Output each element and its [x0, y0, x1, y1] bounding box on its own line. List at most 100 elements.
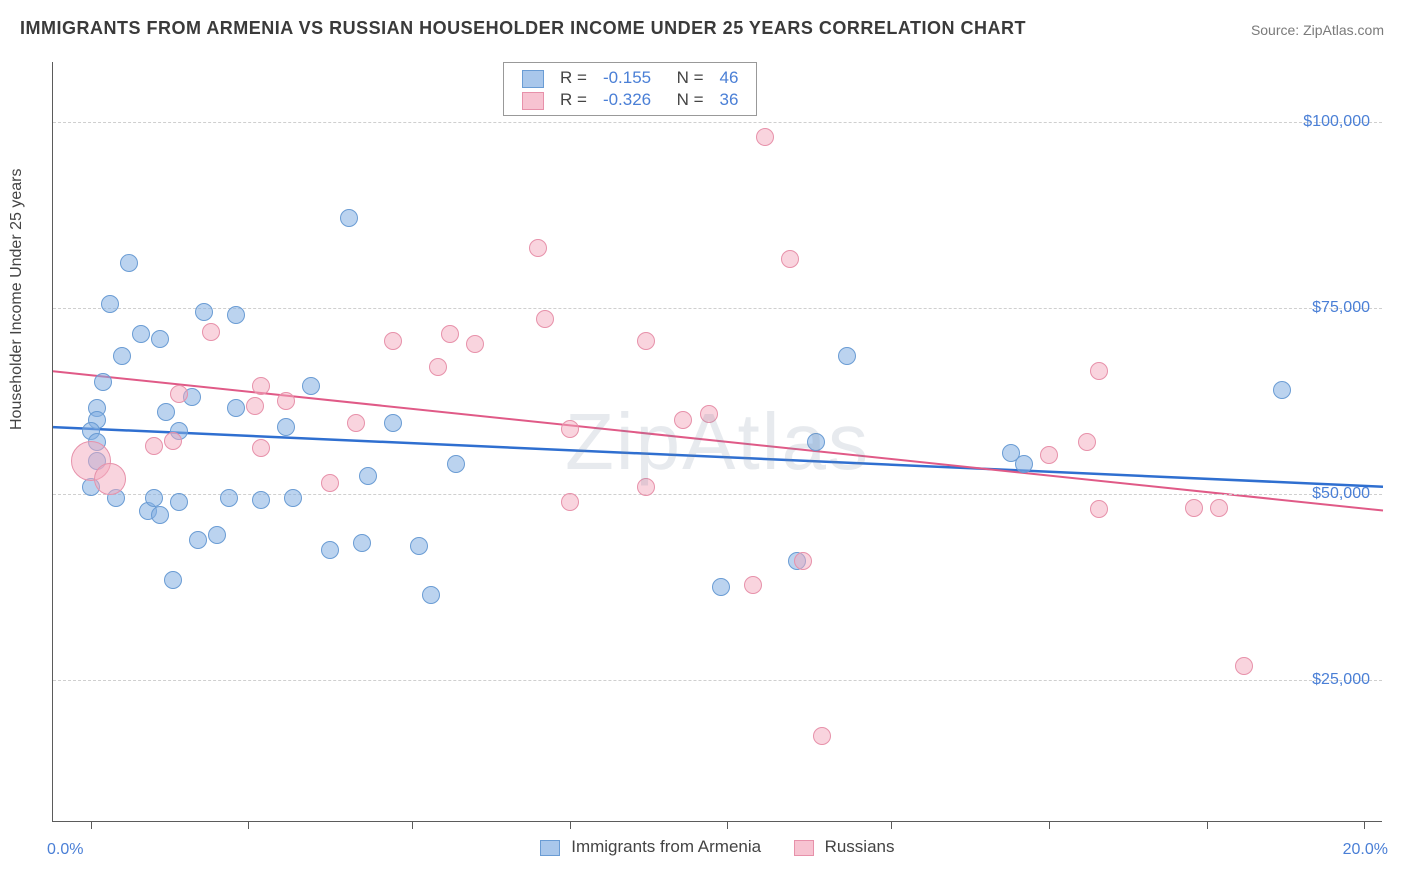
- data-point: [712, 578, 730, 596]
- data-point: [700, 405, 718, 423]
- x-tick: [570, 821, 571, 829]
- x-tick: [91, 821, 92, 829]
- data-point: [794, 552, 812, 570]
- data-point: [1210, 499, 1228, 517]
- data-point: [1090, 362, 1108, 380]
- gridline: [53, 680, 1382, 681]
- x-tick: [412, 821, 413, 829]
- data-point: [145, 489, 163, 507]
- data-point: [756, 128, 774, 146]
- data-point: [151, 506, 169, 524]
- data-point: [94, 373, 112, 391]
- data-point: [781, 250, 799, 268]
- gridline: [53, 308, 1382, 309]
- n-value-1: 46: [712, 67, 747, 89]
- data-point: [384, 332, 402, 350]
- data-point: [164, 432, 182, 450]
- data-point: [1090, 500, 1108, 518]
- y-tick-label: $25,000: [1312, 671, 1370, 689]
- data-point: [302, 377, 320, 395]
- data-point: [422, 586, 440, 604]
- source-label: Source: ZipAtlas.com: [1251, 22, 1384, 38]
- data-point: [252, 491, 270, 509]
- data-point: [164, 571, 182, 589]
- legend-item-series1: Immigrants from Armenia: [540, 837, 761, 857]
- data-point: [410, 537, 428, 555]
- data-point: [429, 358, 447, 376]
- data-point: [170, 493, 188, 511]
- data-point: [353, 534, 371, 552]
- legend-label-2: Russians: [825, 837, 895, 856]
- r-value-2: -0.326: [595, 89, 659, 111]
- data-point: [637, 332, 655, 350]
- data-point: [252, 439, 270, 457]
- data-point: [838, 347, 856, 365]
- data-point: [157, 403, 175, 421]
- data-point: [202, 323, 220, 341]
- trend-line: [53, 371, 1383, 510]
- data-point: [246, 397, 264, 415]
- data-point: [807, 433, 825, 451]
- data-point: [101, 295, 119, 313]
- data-point: [359, 467, 377, 485]
- data-point: [120, 254, 138, 272]
- data-point: [466, 335, 484, 353]
- swatch-pink-icon: [522, 92, 544, 110]
- data-point: [1078, 433, 1096, 451]
- data-point: [151, 330, 169, 348]
- r-label: R =: [552, 67, 595, 89]
- data-point: [132, 325, 150, 343]
- data-point: [170, 385, 188, 403]
- data-point: [284, 489, 302, 507]
- x-min-label: 0.0%: [47, 841, 83, 859]
- data-point: [208, 526, 226, 544]
- data-point: [321, 474, 339, 492]
- x-tick: [1049, 821, 1050, 829]
- data-point: [744, 576, 762, 594]
- data-point: [145, 437, 163, 455]
- data-point: [113, 347, 131, 365]
- trend-line: [53, 427, 1383, 487]
- legend-label-1: Immigrants from Armenia: [571, 837, 761, 856]
- n-label: N =: [659, 89, 711, 111]
- data-point: [195, 303, 213, 321]
- y-tick-label: $100,000: [1303, 113, 1370, 131]
- x-max-label: 20.0%: [1343, 841, 1388, 859]
- y-axis-label: Householder Income Under 25 years: [8, 169, 26, 430]
- data-point: [674, 411, 692, 429]
- data-point: [1235, 657, 1253, 675]
- correlation-legend: R = -0.155 N = 46 R = -0.326 N = 36: [503, 62, 757, 116]
- data-point: [252, 377, 270, 395]
- data-point: [561, 420, 579, 438]
- y-tick-label: $50,000: [1312, 485, 1370, 503]
- data-point: [561, 493, 579, 511]
- data-point: [813, 727, 831, 745]
- data-point: [384, 414, 402, 432]
- data-point: [277, 392, 295, 410]
- data-point: [637, 478, 655, 496]
- data-point: [1185, 499, 1203, 517]
- swatch-pink-icon: [794, 840, 814, 856]
- x-tick: [891, 821, 892, 829]
- data-point: [441, 325, 459, 343]
- swatch-blue-icon: [540, 840, 560, 856]
- legend-row-series1: R = -0.155 N = 46: [514, 67, 746, 89]
- data-point: [536, 310, 554, 328]
- data-point: [94, 463, 126, 495]
- r-label: R =: [552, 89, 595, 111]
- data-point: [340, 209, 358, 227]
- data-point: [1273, 381, 1291, 399]
- series-legend: Immigrants from Armenia Russians: [53, 837, 1382, 857]
- data-point: [321, 541, 339, 559]
- data-point: [227, 399, 245, 417]
- data-point: [347, 414, 365, 432]
- y-tick-label: $75,000: [1312, 299, 1370, 317]
- r-value-1: -0.155: [595, 67, 659, 89]
- chart-title: IMMIGRANTS FROM ARMENIA VS RUSSIAN HOUSE…: [20, 18, 1026, 39]
- data-point: [447, 455, 465, 473]
- x-tick: [1207, 821, 1208, 829]
- legend-row-series2: R = -0.326 N = 36: [514, 89, 746, 111]
- legend-item-series2: Russians: [794, 837, 895, 857]
- data-point: [1015, 455, 1033, 473]
- data-point: [529, 239, 547, 257]
